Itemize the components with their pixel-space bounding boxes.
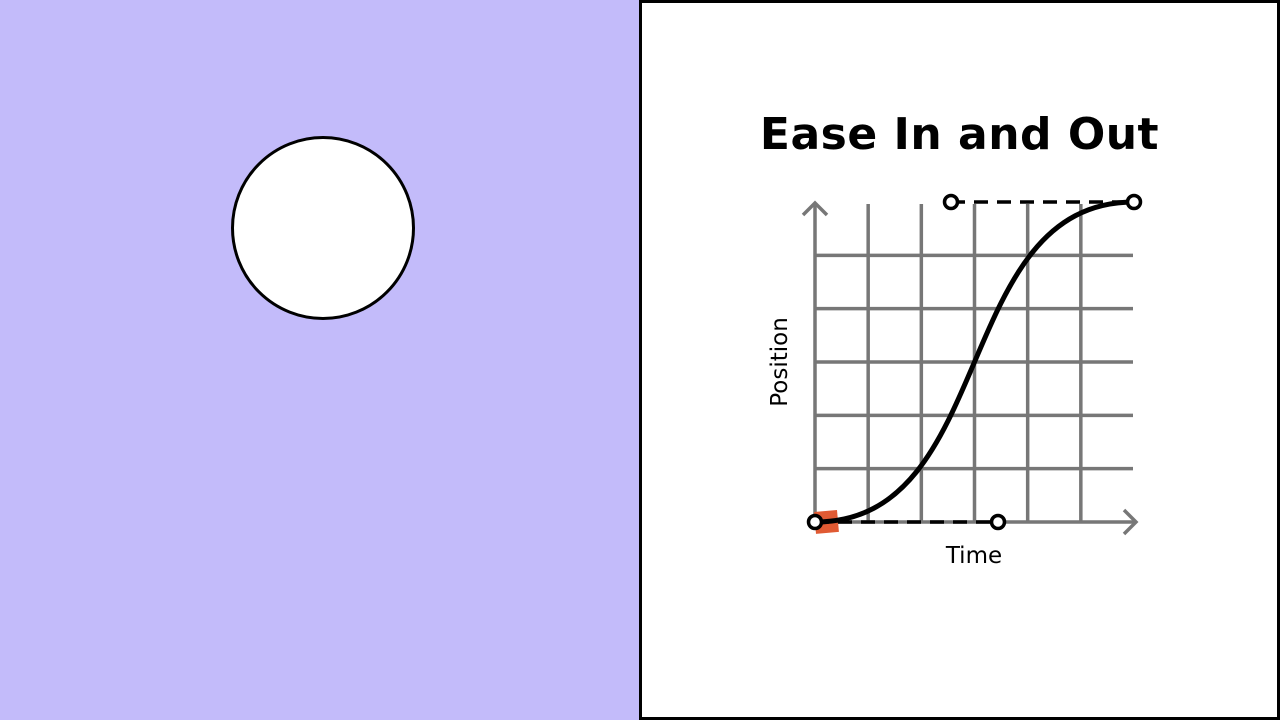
x-axis-label: Time: [945, 543, 1002, 569]
easing-curve: [814, 199, 1135, 525]
y-axis-label: Position: [767, 317, 793, 407]
diagram-title: Ease In and Out: [759, 109, 1160, 160]
animated-ball: [231, 136, 415, 320]
x-axis-arrow-icon: [1122, 508, 1139, 536]
grid: [815, 204, 1133, 522]
animation-stage: [0, 0, 639, 720]
control-point-2[interactable]: [942, 193, 960, 211]
end-point[interactable]: [1125, 193, 1143, 211]
control-point-1[interactable]: [989, 513, 1007, 531]
start-point[interactable]: [806, 513, 824, 531]
diagram-panel: Ease In and Out: [639, 0, 1280, 720]
y-axis-arrow-icon: [801, 200, 829, 217]
